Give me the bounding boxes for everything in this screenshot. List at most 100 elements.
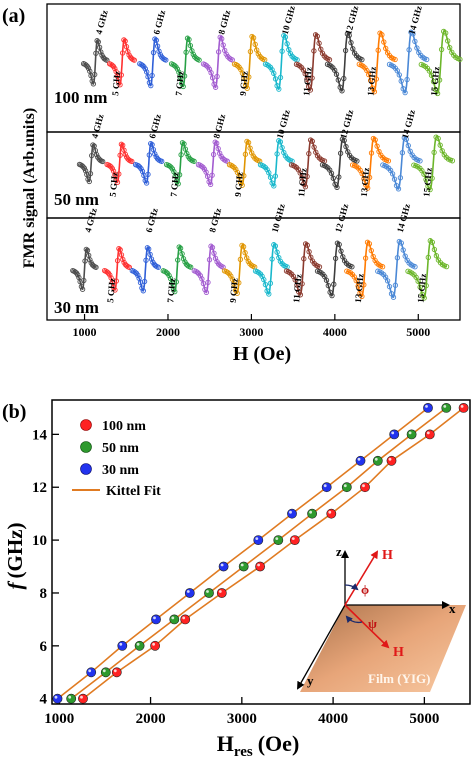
fmr-marker [341,75,347,82]
fmr-marker [316,40,322,46]
point-30-nm [253,535,264,545]
fmr-marker [135,272,141,278]
freq-label-6-ghz: 6 GHz [147,113,163,139]
fmr-marker [166,272,172,279]
fmr-marker [429,239,435,245]
traces-30nm [70,238,450,301]
fmr-marker [331,281,337,287]
point-highlight [257,563,260,567]
fmr-marker [171,62,178,69]
fmr-marker [150,49,157,56]
fmr-marker [109,62,115,68]
fmr-marker [147,251,153,258]
point-highlight [426,431,430,435]
fmr-marker [438,46,445,53]
x-tick-label-b: 1000 [44,711,74,727]
fmr-marker [266,170,272,176]
fmr-marker [160,55,166,62]
fmr-marker [237,256,244,263]
fmr-marker [154,43,161,49]
fmr-trace-15-ghz [407,239,447,299]
fmr-marker [384,278,391,284]
fmr-marker [371,89,378,95]
point-100-nm [458,402,469,413]
fmr-marker [214,73,220,80]
point-highlight [153,616,156,620]
fmr-marker [104,57,110,63]
fmr-marker [210,151,217,158]
fmr-marker [272,243,279,249]
fmr-marker [163,57,169,63]
xlabel-main: H [217,731,234,756]
fmr-marker [365,185,371,191]
point-100-nm [150,640,160,651]
fmr-marker [329,292,335,299]
fmr-marker [279,48,285,54]
fmr-marker [166,163,173,169]
point-30-nm [218,561,229,572]
kittel-fit-50-nm [70,407,447,700]
fmr-marker [336,174,342,180]
fmr-marker [87,257,93,263]
fmr-marker [212,139,218,145]
fmr-marker [423,282,429,289]
fmr-marker [333,71,340,77]
fmr-marker [431,149,437,156]
point-highlight [425,405,428,408]
fmr-marker [234,290,240,296]
point-100-nm [78,693,88,704]
fmr-marker [332,255,339,262]
freq-label-13-ghz: 13 GHz [353,273,366,303]
fmr-marker [405,142,411,149]
freq-label-7-ghz: 7 GHz [174,71,186,97]
fmr-marker [415,278,421,284]
fmr-marker [359,170,365,177]
fmr-marker [144,245,151,251]
fmr-marker [272,76,279,82]
point-30-nm [86,667,97,678]
point-100-nm [289,535,300,545]
fmr-marker [132,269,138,275]
fmr-trace-6-ghz [132,246,159,292]
fmr-marker [173,279,179,285]
panel-a-ylabel: FMR signal (Arb.units) [21,108,38,268]
fmr-marker [100,158,106,165]
film-label: Film (YIG) [368,671,430,686]
fmr-marker [81,277,87,284]
y-tick-label-b: 4 [40,692,48,708]
fmr-marker [432,86,439,93]
fmr-marker [325,282,331,289]
point-100-nm [386,455,397,466]
fmr-marker [153,37,159,43]
fmr-marker [289,53,295,59]
fmr-marker [249,33,255,40]
fmr-marker [186,36,192,43]
fmr-marker [206,257,213,263]
point-100-nm [180,614,191,625]
fmr-marker [443,263,450,270]
fmr-marker [447,44,453,51]
point-30-nm [117,640,128,651]
fmr-marker [262,281,269,288]
fmr-marker [410,31,416,37]
panel-b: (b) 1000 2000 3000 4000 5000 4 6 8 10 12 14 100 nm… [2,399,471,760]
fmr-marker [403,136,409,142]
fmr-marker [149,141,155,148]
point-highlight [275,537,279,540]
fmr-trace-6-ghz [139,37,167,87]
xlabel-unit: (Oe) [258,731,300,756]
point-50-nm [406,429,417,440]
fmr-marker [421,295,427,301]
fmr-trace-6-ghz [135,142,162,184]
legend-marker-50nm [80,441,92,453]
fmr-marker [90,81,97,87]
freq-label-9-ghz: 9 GHz [233,172,245,198]
fmr-marker [304,242,310,248]
point-highlight [88,669,92,673]
fmr-marker [90,142,96,148]
fmr-marker [267,280,274,286]
fmr-marker [219,36,225,42]
fmr-marker [239,70,246,76]
fmr-marker [143,257,149,263]
fmr-marker [197,273,204,279]
